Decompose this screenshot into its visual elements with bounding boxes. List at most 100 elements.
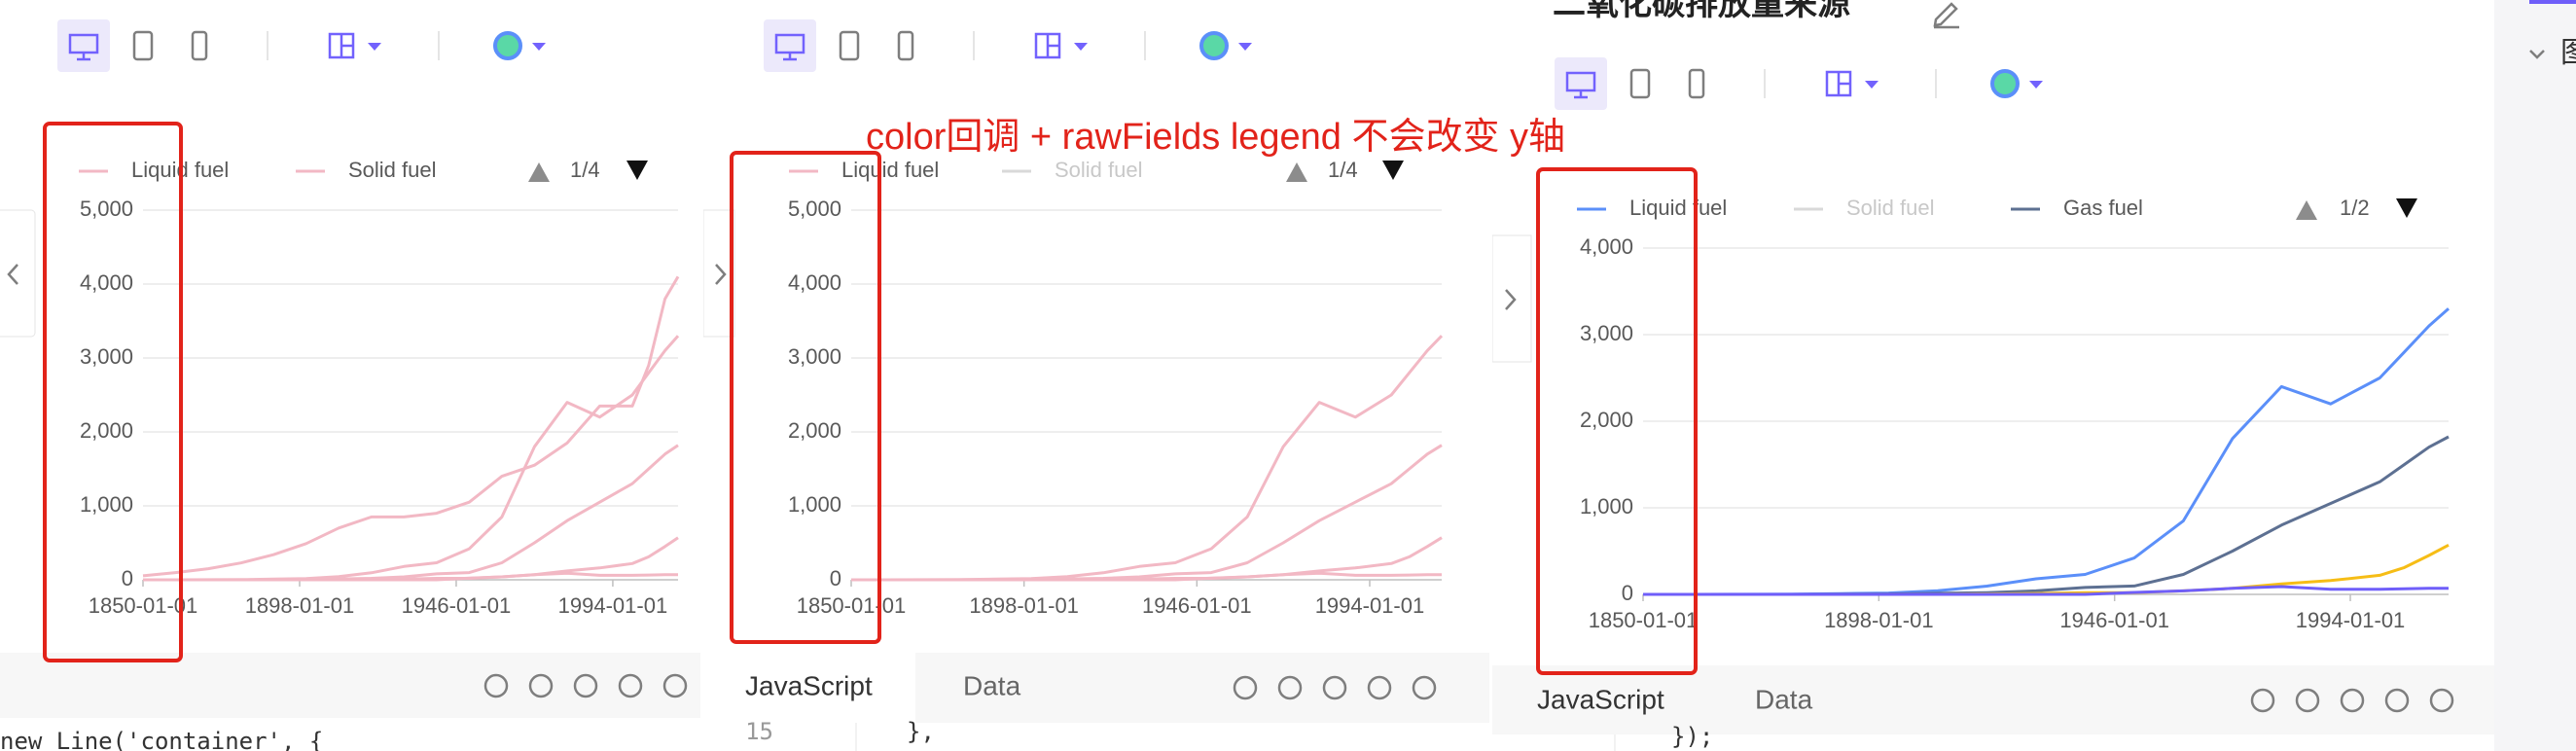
legend-label[interactable]: Liquid fuel [841,158,939,182]
y-tick-label: 5,000 [788,197,841,221]
y-tick-label: 3,000 [80,344,133,369]
toolbar [1492,665,2494,734]
code-line: }, [907,718,935,745]
legend-next[interactable] [626,161,648,180]
tool-icon[interactable] [1277,675,1303,700]
legend-next[interactable] [1382,161,1404,180]
device-button[interactable] [1555,57,1607,110]
legend-prev[interactable] [1286,162,1307,182]
tab[interactable]: Data [1755,684,1813,714]
y-tick-label: 3,000 [788,344,841,369]
device-button[interactable] [57,19,110,72]
tool-icon[interactable] [1322,675,1347,700]
active-indicator [2529,0,2576,4]
tool-icon[interactable] [2250,688,2275,713]
x-tick-label: 1994-01-01 [2296,608,2406,632]
line [1643,585,2449,596]
chevron [2529,50,2545,59]
line [143,571,678,582]
x-tick-label: 1994-01-01 [558,593,668,618]
legend-page: 1/2 [2340,196,2370,220]
tablet-icon[interactable] [1629,68,1651,99]
caret [1865,81,1878,89]
legend-label[interactable]: Solid fuel [1055,158,1143,182]
panel-bg [703,0,1489,751]
legend-prev[interactable] [2296,200,2317,220]
tablet-icon[interactable] [132,30,154,61]
active-tab[interactable] [703,653,915,723]
desktop-icon [774,33,805,61]
caret [1074,43,1088,51]
phone-icon[interactable] [1688,68,1705,99]
y-tick-label: 1,000 [1580,494,1633,519]
legend-label[interactable]: Liquid fuel [1629,196,1727,220]
y-tick-label: 5,000 [80,197,133,221]
legend-next[interactable] [2396,198,2417,218]
layout-icon[interactable] [1034,32,1061,59]
tab[interactable]: JavaScript [1537,684,1664,714]
x-tick-label: 1946-01-01 [402,593,512,618]
y-tick-label: 1,000 [80,492,133,517]
highlight-box [43,122,183,662]
edit-icon[interactable] [1933,2,1959,29]
desktop-icon [1565,71,1596,99]
caret [1238,43,1252,51]
y-tick-label: 4,000 [788,270,841,295]
tab[interactable]: JavaScript [745,670,873,700]
layout-icon[interactable] [1825,70,1852,97]
legend-label[interactable]: Gas fuel [2063,196,2143,220]
phone-icon[interactable] [191,30,208,61]
collapse-button[interactable] [703,209,735,338]
legend-page: 1/4 [570,158,600,182]
x-tick-label: 1994-01-01 [1315,593,1425,618]
highlight-box [730,151,881,644]
collapse-button[interactable] [1492,234,1532,363]
line [851,571,1442,582]
page-title: 二氧化碳排放量来源 [1553,0,1850,22]
chevron [1505,289,1517,310]
x-tick-label: 1898-01-01 [969,593,1079,618]
y-tick-label: 4,000 [80,270,133,295]
sidebar: 图 [2494,0,2576,751]
layout-icon[interactable] [328,32,355,59]
legend-label[interactable]: Solid fuel [1846,196,1935,220]
tab[interactable]: Data [963,670,1021,700]
phone-icon[interactable] [897,30,914,61]
collapse-button[interactable] [0,209,36,338]
x-tick-label: 1898-01-01 [245,593,355,618]
tool-icon[interactable] [483,673,509,698]
tool-icon[interactable] [573,673,598,698]
tool-icon[interactable] [2340,688,2365,713]
theme-icon[interactable] [1199,31,1229,60]
tool-icon[interactable] [1412,675,1437,700]
tool-icon[interactable] [662,673,688,698]
x-tick-label: 1850-01-01 [797,593,907,618]
caret [2029,81,2043,89]
legend-page: 1/4 [1328,158,1358,182]
tool-icon[interactable] [618,673,643,698]
legend-label[interactable]: Solid fuel [348,158,437,182]
legend-prev[interactable] [528,162,550,182]
section-label[interactable]: 图 [2560,37,2576,69]
y-tick-label: 2,000 [788,418,841,443]
tool-icon[interactable] [1367,675,1392,700]
panel-2: JavaScript Data 15 }, 0 1,000 2,000 3,000 4,… [703,0,1489,751]
y-tick-label: 1,000 [788,492,841,517]
panel-bg [0,0,700,751]
line-number: 15 [745,718,773,745]
tool-icon[interactable] [2384,688,2410,713]
theme-icon[interactable] [493,31,522,60]
y-tick-label: 3,000 [1580,321,1633,345]
theme-icon[interactable] [1990,69,2020,98]
desktop-icon [68,33,99,61]
caret [368,43,381,51]
tool-icon[interactable] [1233,675,1258,700]
tool-icon[interactable] [2429,688,2454,713]
y-tick-label: 4,000 [1580,234,1633,259]
tablet-icon[interactable] [839,30,860,61]
chevron [715,264,727,285]
tool-icon[interactable] [2295,688,2320,713]
device-button[interactable] [764,19,816,72]
tool-icon[interactable] [528,673,554,698]
